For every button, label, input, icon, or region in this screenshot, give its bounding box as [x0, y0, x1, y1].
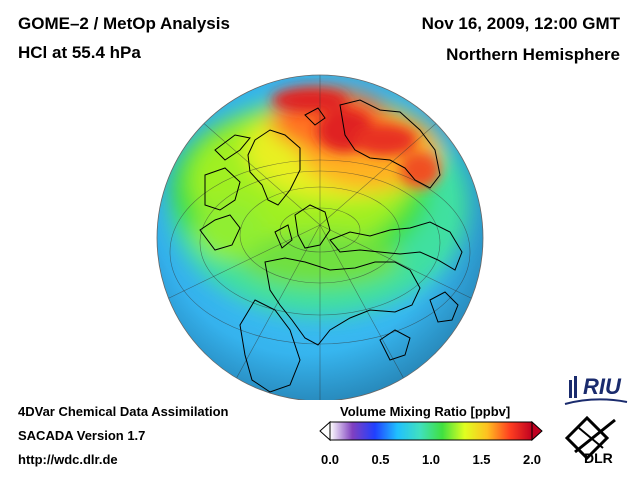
logos — [564, 376, 628, 461]
colorbar-tick-label: 1.5 — [472, 452, 491, 467]
map-title: GOME–2 / MetOp Analysis — [18, 14, 230, 33]
datetime-label: Nov 16, 2009, 12:00 GMT — [421, 14, 620, 33]
globe-outline — [156, 74, 484, 400]
riu-logo-icon — [564, 376, 628, 405]
colorbar-bar — [329, 421, 533, 441]
version-label: SACADA Version 1.7 — [18, 428, 146, 443]
colorbar-min-arrow — [319, 420, 331, 442]
colorbar-tick-label: 2.0 — [522, 452, 542, 467]
globe-map — [156, 74, 484, 400]
url-link[interactable]: http://wdc.dlr.de — [18, 452, 118, 467]
riu-logo-text: RIU — [583, 374, 621, 399]
colorbar-title: Volume Mixing Ratio [ppbv] — [340, 404, 511, 419]
dlr-logo-text: DLR — [584, 450, 613, 466]
species-label: HCl at 55.4 hPa — [18, 43, 141, 62]
colorbar — [319, 420, 543, 442]
region-label: Northern Hemisphere — [446, 45, 620, 64]
colorbar-max-arrow — [531, 420, 543, 442]
dlr-logo-icon — [564, 415, 616, 461]
colorbar-tick-label: 0.5 — [371, 452, 390, 467]
colorbar-tick-label: 0.0 — [320, 452, 340, 467]
colorbar-tick-label: 1.0 — [421, 452, 441, 467]
method-label: 4DVar Chemical Data Assimilation — [18, 404, 229, 419]
